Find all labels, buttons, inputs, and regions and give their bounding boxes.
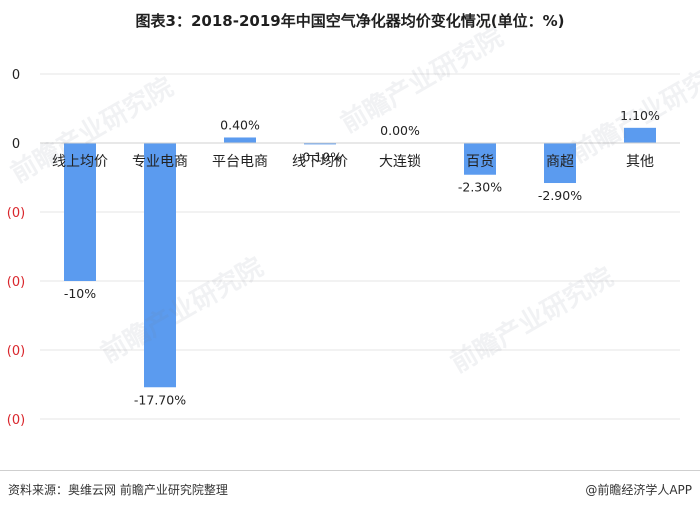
category-label: 平台电商	[212, 154, 268, 170]
data-label: -2.30%	[458, 180, 502, 195]
bar	[64, 143, 96, 281]
data-label: -0.10%	[298, 149, 342, 164]
data-label: -17.70%	[134, 392, 186, 407]
y-tick-label: (0)	[7, 206, 25, 221]
bar	[464, 143, 496, 175]
y-tick-label: (0)	[7, 413, 25, 428]
y-tick-label: (0)	[7, 344, 25, 359]
chart-title: 图表3：2018-2019年中国空气净化器均价变化情况(单位：%)	[135, 12, 565, 30]
category-label: 专业电商	[132, 154, 188, 170]
data-label: -10%	[64, 286, 96, 301]
bar	[304, 143, 336, 145]
y-tick-label: (0)	[7, 275, 25, 290]
data-label: 0.00%	[380, 123, 420, 138]
footer: 资料来源：奥维云网 前瞻产业研究院整理 @前瞻经济学人APP	[0, 470, 700, 507]
bar	[224, 137, 256, 143]
bar	[544, 143, 576, 184]
bar	[624, 127, 656, 143]
category-label: 线下均价	[292, 154, 348, 170]
data-label: -2.90%	[538, 188, 582, 203]
data-label: 1.10%	[620, 108, 660, 123]
y-tick-label: 0	[12, 68, 20, 83]
y-tick-label: 0	[12, 137, 20, 152]
category-label: 线上均价	[52, 154, 108, 170]
source-note: 资料来源：奥维云网 前瞻产业研究院整理	[8, 483, 228, 497]
category-label: 百货	[466, 153, 494, 170]
category-label: 大连锁	[379, 154, 421, 170]
data-label: 0.40%	[220, 117, 260, 132]
bar	[144, 143, 176, 388]
bar-chart: 0 0 (0) (0) (0) (0) -10% 线上均价 -17.70% 专业电商 0.40% 平台…	[7, 68, 680, 428]
category-label: 其他	[626, 154, 654, 170]
category-label: 商超	[546, 154, 574, 170]
credit-note: @前瞻经济学人APP	[585, 483, 692, 497]
